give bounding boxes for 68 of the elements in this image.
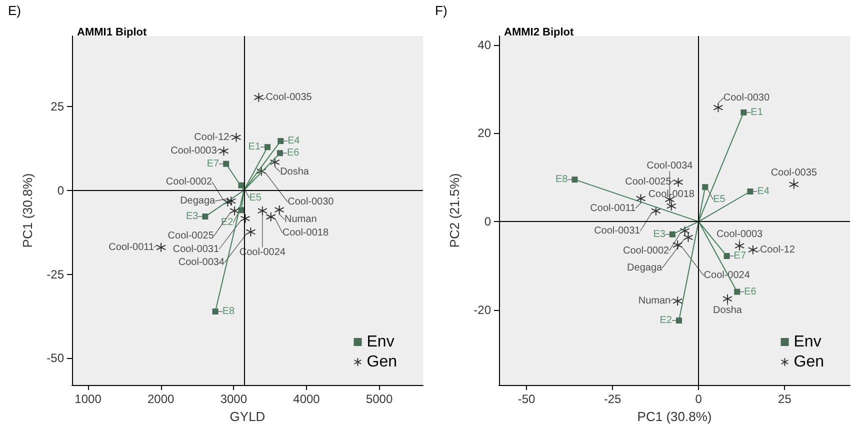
data-label: Cool-0018: [282, 227, 329, 238]
data-label: Cool-0003: [716, 228, 764, 240]
data-label: Degaga: [180, 196, 216, 207]
data-label: Cool-0011: [590, 202, 636, 214]
data-label: Degaga: [627, 262, 662, 274]
y-axis-title: PC1 (30.8%): [20, 173, 35, 248]
y-tick-label: 0: [484, 214, 492, 229]
x-tick-label: -25: [604, 392, 622, 406]
y-tick-label: 25: [50, 99, 64, 114]
x-tick-label: 25: [778, 392, 792, 406]
legend-label: Gen: [366, 354, 398, 370]
y-axis-title: PC2 (21.5%): [447, 173, 462, 248]
data-label: E7: [206, 158, 220, 170]
data-label: Cool-0031: [594, 226, 641, 237]
x-tick-label: 1000: [74, 392, 102, 406]
x-axis-title: PC1 (30.8%): [637, 408, 712, 424]
data-label: E6: [744, 286, 757, 298]
data-label: Dosha: [713, 304, 742, 316]
data-label: Cool-12: [760, 244, 796, 256]
data-label: E3: [186, 211, 199, 222]
data-label: E4: [757, 186, 770, 198]
data-label: E4: [288, 136, 300, 147]
data-label: E3: [653, 228, 666, 240]
data-label: E1: [248, 142, 261, 153]
data-label: Cool-0035: [770, 167, 818, 178]
x-tick-label: -50: [518, 392, 536, 406]
data-label: Numan: [284, 214, 317, 226]
text: E): [8, 3, 21, 18]
y-tick-label: 0: [57, 183, 64, 198]
legend-label: Gen: [794, 354, 824, 370]
data-label: Cool-0034: [646, 160, 694, 172]
x-tick-label: 4000: [293, 392, 320, 406]
x-tick-label: 0: [695, 392, 702, 406]
y-tick-label: 20: [478, 126, 492, 140]
chart-title: AMMI2 Biplot: [504, 26, 574, 38]
data-label: E1: [750, 106, 764, 118]
data-label: Cool-0025: [168, 230, 214, 242]
text: F): [435, 3, 448, 18]
data-label: Cool-0030: [288, 196, 334, 208]
data-label: Cool-0002: [622, 246, 670, 257]
data-label: Cool-0002: [166, 176, 212, 188]
data-label: Cool-0031: [172, 244, 220, 255]
data-label: Cool-0030: [723, 92, 770, 104]
chart-title: AMMI1 Biplot: [77, 26, 147, 38]
x-tick-label: 2000: [147, 392, 175, 406]
data-label: E2: [660, 315, 672, 326]
data-label: Cool-0035: [266, 92, 312, 103]
x-axis-title: GYLD: [230, 408, 266, 424]
data-label: Numan: [638, 296, 671, 307]
data-label: Cool-0034: [178, 257, 225, 268]
data-label: Cool-0003: [170, 146, 218, 157]
data-label: E7: [734, 250, 746, 262]
data-label: E8: [222, 306, 235, 318]
data-label: Cool-12: [194, 132, 230, 143]
y-tick-label: 40: [478, 38, 492, 52]
legend-label: Env: [794, 334, 822, 350]
y-tick-label: -50: [46, 351, 64, 366]
x-tick-label: 3000: [220, 392, 248, 406]
data-label: E6: [286, 148, 300, 159]
data-label: E5: [713, 194, 726, 206]
data-label: Dosha: [280, 166, 310, 178]
y-tick-label: -25: [46, 267, 64, 282]
legend-label: Env: [366, 334, 394, 350]
y-tick-label: -20: [474, 302, 492, 317]
x-tick-label: 5000: [366, 392, 393, 406]
data-label: E8: [555, 174, 568, 186]
data-label: E5: [249, 192, 262, 204]
data-label: Cool-0011: [108, 242, 154, 253]
